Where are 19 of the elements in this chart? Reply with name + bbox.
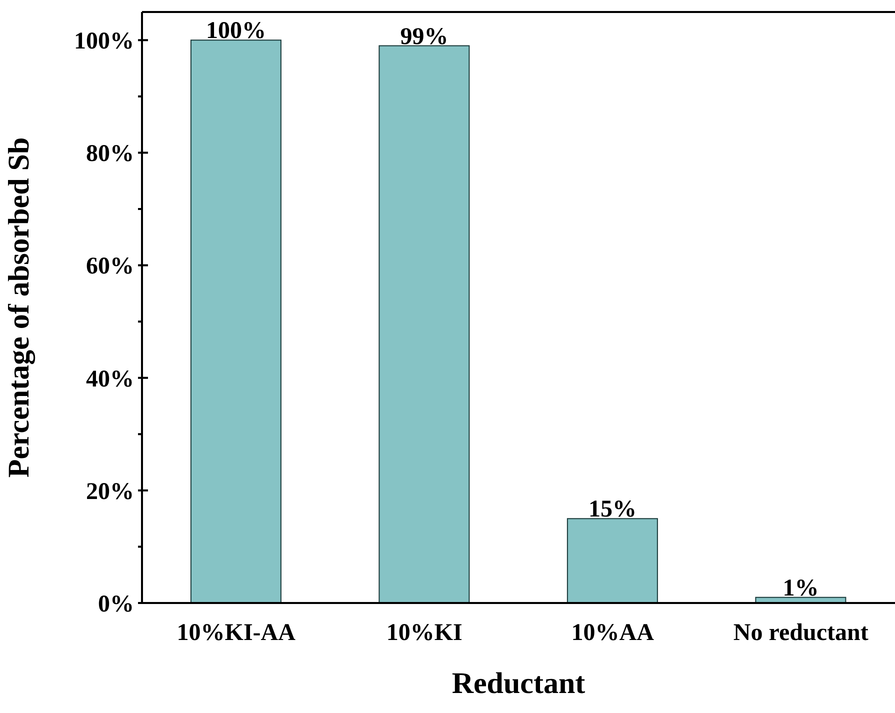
x-tick-label: 10%KI [386,620,462,646]
x-tick-label: 10%KI-AA [176,620,296,646]
bar [566,518,658,603]
y-axis-title: Percentage of absorbed Sb [2,137,36,478]
y-tick-label: 60% [86,254,134,280]
y-tick-label: 40% [86,366,134,392]
y-tick-label: 80% [86,141,134,168]
x-axis-title: Reductant [452,667,586,700]
data-label: 15% [588,496,636,523]
data-label: 1% [782,575,819,602]
data-label: 99% [400,24,448,50]
bar [190,40,282,603]
y-tick-label: 100% [74,28,134,55]
x-tick-label: 10%AA [571,620,655,646]
y-tick-label: 0% [98,591,134,618]
y-tick-label: 20% [86,478,134,505]
data-label: 100% [206,18,266,44]
bar [378,45,470,603]
x-tick-label: No reductant [733,620,868,646]
